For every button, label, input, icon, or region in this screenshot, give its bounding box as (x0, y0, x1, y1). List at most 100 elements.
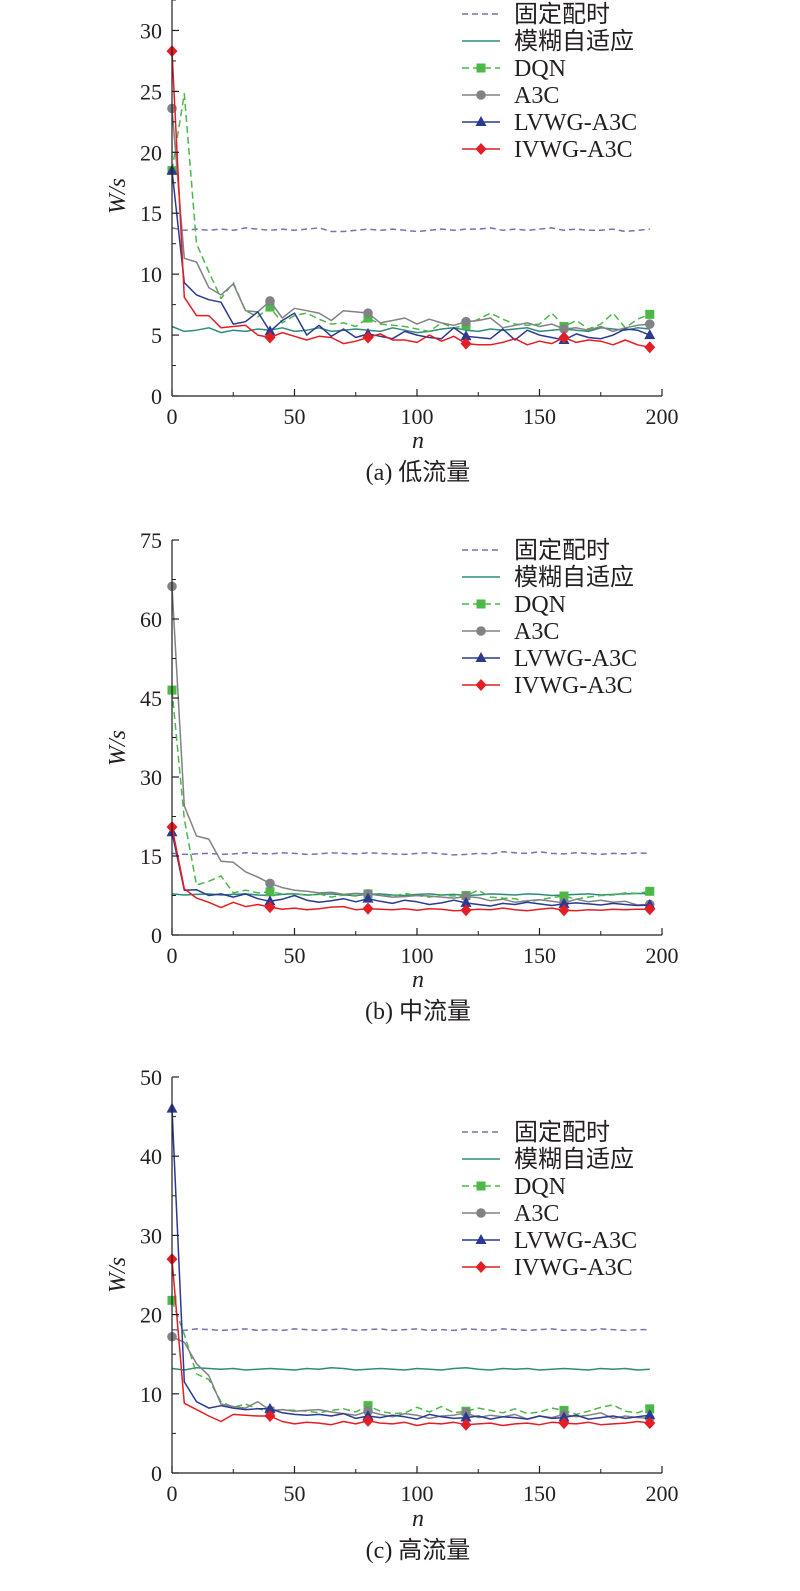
y-tick-label: 30 (140, 765, 162, 790)
data-point (644, 903, 656, 916)
data-point (362, 331, 374, 344)
legend-entry: DQN (462, 592, 566, 618)
legend-marker (475, 1261, 487, 1273)
y-tick-label: 0 (151, 384, 162, 409)
data-point (644, 1409, 656, 1420)
y-axis-label: W/s (105, 178, 131, 214)
data-point (362, 902, 374, 915)
chart-caption: (c) 高流量 (366, 1537, 471, 1564)
legend-marker (476, 90, 486, 100)
y-tick-label: 50 (140, 1065, 162, 1090)
legend-label: 固定配时 (514, 1119, 610, 1146)
y-tick-label: 20 (140, 140, 162, 165)
data-point (265, 296, 275, 306)
legend-label: 模糊自适应 (514, 1146, 634, 1173)
data-point (558, 904, 570, 917)
y-tick-label: 10 (140, 1382, 162, 1407)
y-tick-label: 45 (140, 686, 162, 711)
legend-label: IVWG-A3C (514, 1255, 633, 1281)
data-point (362, 1414, 374, 1427)
legend-marker (475, 116, 487, 126)
chart-panel-c: 0 50 100 150 200 0 10 20 30 40 50 固定配时模糊自适应DQNA3CLV… (105, 1065, 679, 1564)
data-point (645, 886, 655, 896)
y-tick-label: 0 (151, 923, 162, 948)
y-axis-label: W/s (105, 730, 131, 766)
legend-entry: IVWG-A3C (462, 1255, 633, 1281)
data-point (362, 892, 374, 903)
data-point (264, 1409, 276, 1422)
x-tick-label: 100 (401, 1481, 434, 1506)
legend-label: LVWG-A3C (514, 110, 637, 136)
legend-entry: IVWG-A3C (462, 673, 633, 699)
y-tick-label: 30 (140, 1223, 162, 1248)
data-point (644, 1417, 656, 1430)
data-point (264, 1402, 276, 1413)
legend-label: IVWG-A3C (514, 673, 633, 699)
y-tick-label: 15 (140, 844, 162, 869)
data-point (645, 1404, 655, 1414)
legend-marker (476, 1181, 486, 1191)
data-point (363, 1401, 373, 1411)
y-tick-label: 75 (140, 528, 162, 553)
y-tick-label: 40 (140, 1144, 162, 1169)
chart-caption: (a) 低流量 (366, 459, 471, 486)
x-tick-label: 50 (284, 1481, 306, 1506)
legend-label: A3C (514, 619, 559, 645)
legend-label: LVWG-A3C (514, 1228, 637, 1254)
legend-label: A3C (514, 83, 559, 109)
legend-marker (475, 652, 487, 662)
y-tick-label: 30 (140, 18, 162, 43)
legend-entry: 固定配时 (462, 1119, 610, 1146)
legend-entry: 模糊自适应 (462, 28, 634, 55)
y-tick-label: 25 (140, 79, 162, 104)
x-axis-label: n (412, 967, 424, 993)
legend-marker (476, 63, 486, 73)
chart-panel-a: 0 50 100 150 200 0 5 10 15 20 25 30 固定配时模糊自适应DQNA3CL… (105, 0, 679, 486)
x-tick-label: 100 (401, 943, 434, 968)
data-point (461, 316, 471, 327)
x-tick-label: 0 (167, 1481, 178, 1506)
data-point (460, 330, 472, 341)
data-point (264, 325, 276, 336)
series-line (171, 108, 650, 333)
legend-marker (475, 143, 487, 155)
data-point (264, 901, 276, 914)
legend-entry: 模糊自适应 (462, 564, 634, 591)
data-point (558, 331, 570, 344)
data-point (460, 896, 472, 907)
x-axis-label: n (412, 1506, 424, 1532)
series-line (171, 690, 650, 904)
legend-marker (476, 626, 486, 636)
series-line (171, 227, 650, 233)
data-point (265, 878, 275, 889)
legend-entry: 模糊自适应 (462, 1146, 634, 1173)
legend-entry: LVWG-A3C (462, 646, 637, 672)
y-tick-label: 0 (151, 1461, 162, 1486)
y-axis-label: W/s (105, 1257, 131, 1293)
series-line (171, 1366, 650, 1371)
legend-entry: LVWG-A3C (462, 1228, 637, 1254)
legend-entry: A3C (462, 1201, 559, 1227)
x-tick-label: 50 (284, 943, 306, 968)
y-tick-label: 15 (140, 201, 162, 226)
legend-label: DQN (514, 1174, 566, 1200)
series-line (171, 826, 650, 912)
data-point (644, 341, 656, 354)
data-point (265, 887, 275, 897)
data-point (558, 897, 570, 908)
legend-marker (475, 1234, 487, 1244)
x-tick-label: 100 (401, 404, 434, 429)
x-tick-label: 200 (646, 943, 679, 968)
data-point (460, 1411, 472, 1422)
data-point (644, 319, 655, 329)
legend-entry: DQN (462, 56, 566, 82)
legend-label: LVWG-A3C (514, 646, 637, 672)
legend-label: IVWG-A3C (514, 137, 633, 163)
y-tick-label: 5 (151, 323, 162, 348)
data-point (363, 313, 373, 323)
data-point (265, 302, 275, 312)
series-line (171, 170, 651, 341)
legend-marker (476, 1208, 486, 1218)
y-tick-label: 20 (140, 1303, 162, 1328)
x-tick-label: 150 (523, 1481, 556, 1506)
